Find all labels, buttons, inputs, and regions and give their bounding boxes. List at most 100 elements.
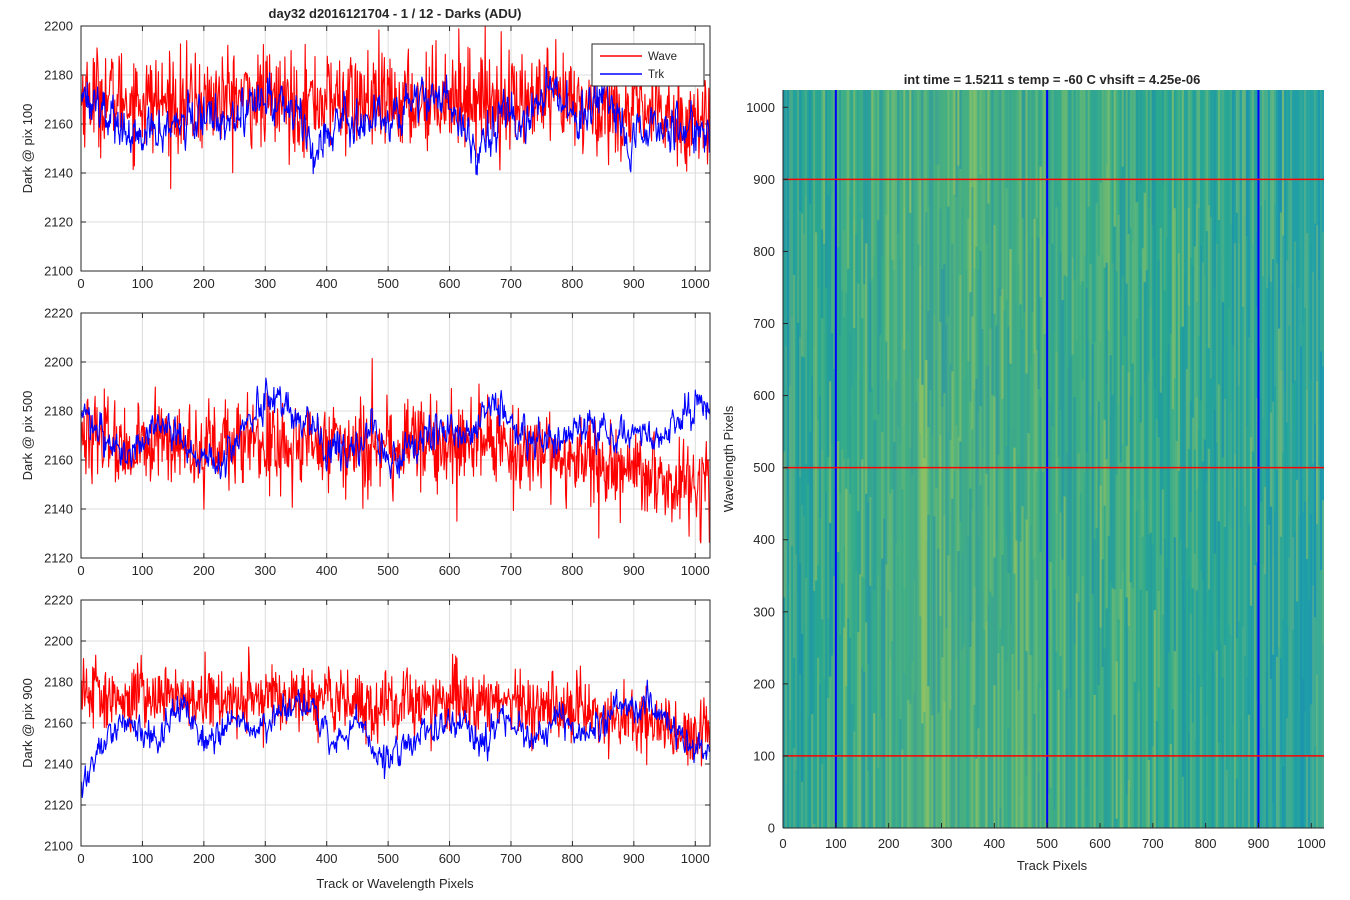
heatmap-strip [1059,512,1062,657]
heatmap-strip [825,688,828,828]
plot-frame [80,25,711,272]
heatmap-strip [1317,465,1321,828]
heatmap-strip [1227,625,1231,828]
heatmap-strip [997,455,1000,654]
heatmap-strip [997,90,1000,289]
heatmap-strip [999,296,1002,452]
heatmap-strip [855,370,858,572]
heatmap-strip [1033,218,1036,354]
heatmap-strip [837,552,840,828]
heatmap-strip [1031,560,1034,655]
heatmap-strip [789,720,792,828]
heatmap-strip [875,90,878,420]
heatmap-strip [1089,264,1092,415]
legend-label-trk: Trk [648,69,664,81]
heatmap-strip [1101,559,1104,668]
heatmap-strip [893,736,896,828]
heatmap-strip [1085,586,1088,787]
heatmap-strip [1099,485,1102,628]
heatmap-strip [1209,625,1213,828]
heatmap-strip [1129,228,1132,396]
heatmap-strip [905,90,908,214]
heatmap-strip [971,316,974,430]
heatmap-strip [1161,90,1164,186]
heatmap-strip [1043,90,1046,335]
heatmap-strip [989,591,992,828]
heatmap-strip [871,556,874,828]
heatmap-strip [1021,506,1024,828]
heatmap-strip [1115,818,1118,828]
heatmap-strip [1157,687,1160,828]
heatmap-strip [1229,224,1233,412]
heatmap-strip [955,90,958,198]
x-tick-label: 400 [983,836,1005,851]
heatmap-strip [1039,552,1042,689]
x-tick-label: 600 [439,851,461,866]
heatmap-strip [1267,275,1271,525]
heatmap-strip [1067,368,1070,577]
heatmap-strip [827,457,830,619]
heatmap-strip [1137,293,1140,500]
heatmap-strip [1091,344,1094,439]
heatmap-strip [1281,619,1285,767]
heatmap-strip [1279,536,1283,658]
heatmap-strip [1305,233,1309,390]
heatmap-strip [1191,723,1195,828]
heatmap-strip [861,576,864,668]
heatmap-strip [1005,299,1008,446]
heatmap-strip [1019,90,1022,305]
heatmap-strip [787,221,790,362]
heatmap-strip [1059,90,1062,253]
heatmap-strip [1053,589,1056,810]
heatmap-strip [1065,688,1068,828]
heatmap-strip [1157,90,1160,261]
heatmap-strip [991,596,994,828]
heatmap-strip [1167,343,1171,653]
heatmap-strip [1071,90,1074,258]
heatmap-strip [989,90,992,329]
heatmap-strip [1255,90,1259,233]
heatmap-strip [1175,441,1179,828]
heatmap-strip [1191,90,1195,266]
heatmap-strip [813,591,816,825]
heatmap-strip [1121,276,1124,365]
heatmap-strip [1073,90,1076,280]
heatmap-strip [817,288,820,421]
heatmap-strip [1217,742,1221,828]
heatmap-strip [1275,469,1279,657]
heatmap-strip [1035,580,1038,719]
heatmap-strip [1135,319,1138,512]
heatmap-strip [839,634,842,828]
heatmap-strip [1145,270,1148,591]
heatmap-strip [1157,437,1160,591]
heatmap-strip [807,90,810,274]
heatmap-strip [1125,283,1128,447]
heatmap-strip [1221,302,1225,458]
x-tick-label: 700 [1142,836,1164,851]
y-tick-label: 2200 [44,634,73,649]
heatmap-strip [1207,347,1211,449]
heatmap-strip [951,90,954,244]
heatmap-strip [1153,90,1156,389]
heatmap-strip [1239,721,1243,828]
heatmap-strip [923,224,926,458]
x-tick-label: 200 [193,563,215,578]
heatmap-strip [819,90,822,203]
heatmap-strip [927,311,930,428]
heatmap-strip [927,514,930,687]
heatmap-strip [943,393,946,516]
heatmap-strip [1163,290,1166,393]
y-tick-label: 2160 [44,716,73,731]
heatmap-strip [1225,337,1229,566]
heatmap-strip [947,206,950,316]
heatmap-strip [821,619,824,765]
heatmap-strip [1233,454,1237,828]
heatmap-strip [1039,297,1042,398]
heatmap-strip [1189,512,1193,614]
heatmap-strip [935,358,938,488]
heatmap-strip [903,673,906,828]
heatmap-strip [1157,260,1160,438]
heatmap-strip [931,605,934,716]
heatmap-strip [1077,453,1080,603]
heatmap-strip [1139,268,1142,423]
